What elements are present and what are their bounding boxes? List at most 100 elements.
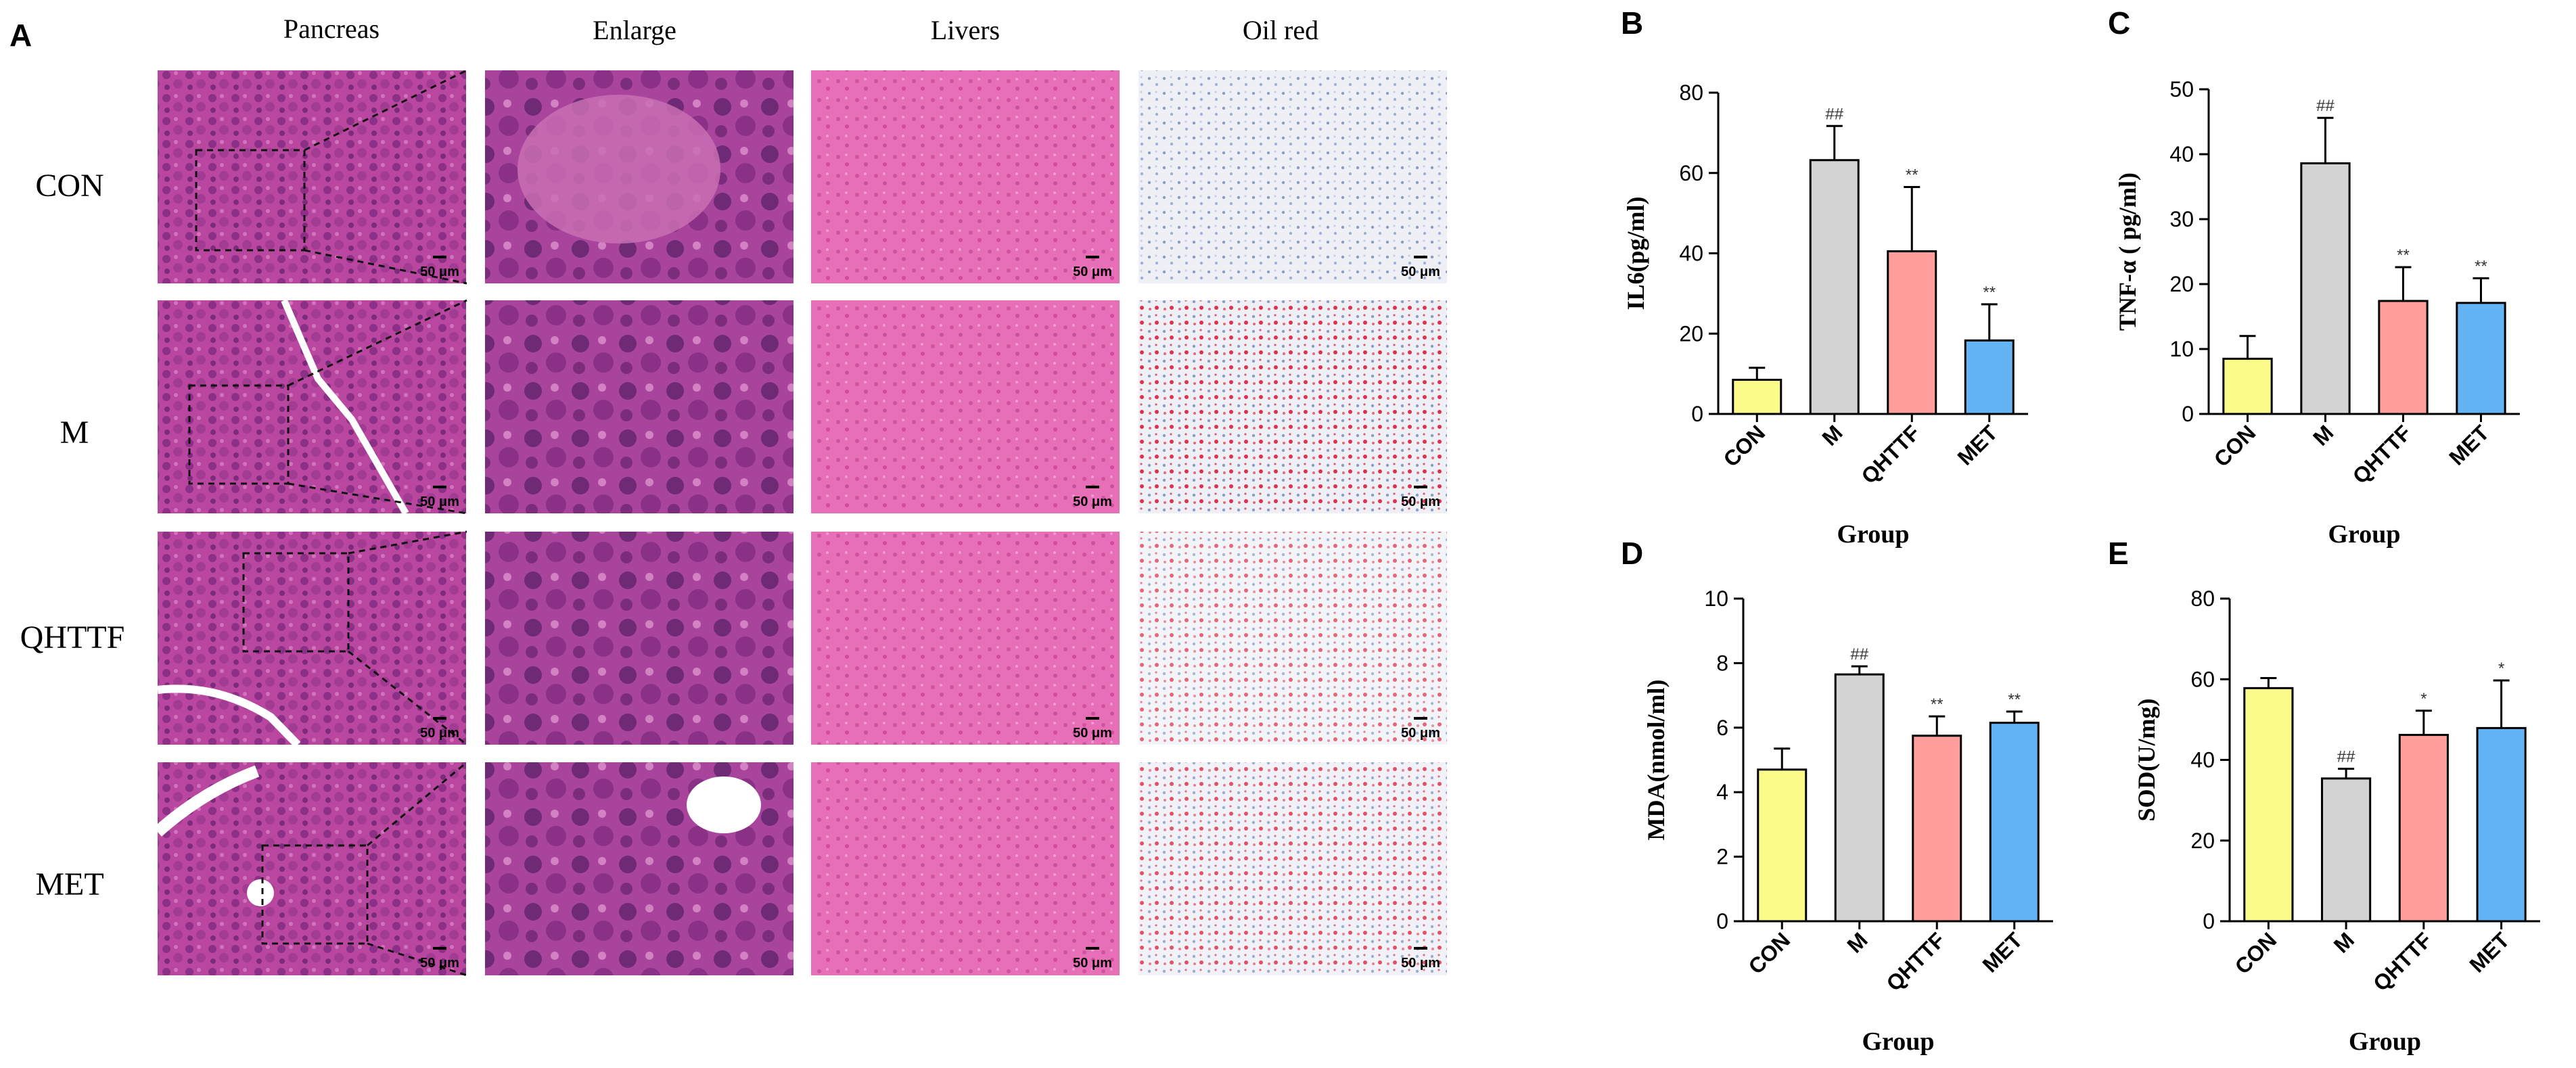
- significance-marker: **: [2008, 691, 2021, 709]
- bar-qhttf: [1912, 735, 1962, 923]
- scale-bar-mark: [1414, 256, 1427, 258]
- significance-marker: **: [1983, 283, 1996, 302]
- scale-bar-mark: [1414, 947, 1427, 950]
- x-tick-label: MET: [2444, 420, 2494, 470]
- micrograph-pancreas-qhttf: [158, 532, 466, 745]
- significance-marker: *: [2420, 690, 2426, 708]
- micrograph-enlarge-m: [485, 300, 794, 513]
- y-tick-label: 30: [2169, 207, 2194, 231]
- y-tick-label: 10: [1704, 586, 1728, 611]
- enlarge-line-met-bottom: [367, 942, 467, 977]
- y-tick-label: 40: [1679, 241, 1703, 266]
- x-tick-label: MET: [2464, 927, 2514, 977]
- x-tick-label: MET: [1952, 420, 2002, 470]
- bar-qhttf: [2378, 300, 2429, 415]
- y-axis-label: MDA(nmol/ml): [1642, 680, 1670, 841]
- micrograph-liver-con: [811, 70, 1120, 283]
- x-tick-label: MET: [1977, 927, 2027, 977]
- y-tick-label: 20: [2190, 829, 2215, 853]
- micrograph-oil-red-met: [1138, 762, 1447, 975]
- enlarge-box-met: [261, 844, 369, 945]
- y-tick-label: 40: [2169, 142, 2194, 166]
- bar-qhttf: [2398, 734, 2449, 923]
- x-axis-label: Group: [2328, 520, 2400, 549]
- x-tick-label: CON: [2209, 420, 2261, 471]
- x-tick-label: CON: [2230, 927, 2282, 979]
- micrograph-pancreas-con: [158, 70, 466, 283]
- scale-bar-mark: [1086, 717, 1099, 720]
- scale-bar-mark: [433, 717, 446, 720]
- micrograph-oil-red-m: [1138, 300, 1447, 513]
- islet-region-con: [518, 95, 720, 243]
- micrograph-oil-red-con: [1138, 70, 1447, 283]
- panel-letter: D: [1621, 536, 1643, 571]
- vessel-met: [247, 879, 274, 906]
- scale-bar-mark: [1414, 486, 1427, 488]
- enlarge-line-qhttf-bottom: [348, 650, 467, 746]
- scale-bar-label: 50 μm: [420, 264, 459, 279]
- scale-bars: 50 μm 50 μm 50 μm 50 μm 50 μm 50 μm 50 μ…: [420, 256, 1440, 971]
- x-axis-label: Group: [1862, 1027, 1934, 1056]
- x-tick-label: M: [1817, 420, 1847, 450]
- row-label-con: CON: [35, 168, 104, 204]
- micrograph-liver-m: [811, 300, 1120, 513]
- scale-bar-label: 50 μm: [420, 494, 459, 509]
- y-tick-label: 4: [1716, 780, 1728, 804]
- x-tick-label: M: [2308, 420, 2338, 450]
- micrograph-pancreas-m: [158, 300, 466, 513]
- y-axis-label: SOD(U/mg): [2133, 699, 2160, 822]
- panel-letter: B: [1621, 5, 1643, 41]
- significance-marker: ##: [2337, 748, 2355, 766]
- enlarge-box-qhttf: [242, 552, 350, 653]
- scale-bar-mark: [1086, 256, 1099, 258]
- micrograph-row-met: [153, 761, 1447, 977]
- significance-marker: **: [1931, 695, 1944, 714]
- y-tick-label: 0: [2182, 402, 2194, 426]
- y-tick-label: 0: [1716, 909, 1728, 933]
- scale-bar-label: 50 μm: [1073, 264, 1112, 279]
- column-header-oil-red: Oil red: [1243, 15, 1318, 45]
- x-tick-label: QHTTF: [1881, 927, 1950, 996]
- bar-con: [2243, 687, 2294, 923]
- y-tick-label: 80: [2190, 586, 2215, 611]
- x-axis-label: Group: [2349, 1027, 2421, 1056]
- tissue-gap-qhttf: [157, 684, 301, 748]
- bar-met: [1989, 722, 2040, 923]
- y-tick-label: 2: [1716, 845, 1728, 869]
- column-header-livers: Livers: [931, 15, 1000, 45]
- chart-panel-b: B 0 20 40 60 80 CON ## M ** QHTTF ** MET IL6(pg/ml) Gr…: [1621, 5, 2028, 549]
- y-tick-label: 8: [1716, 651, 1728, 675]
- scale-bar-mark: [1086, 947, 1099, 950]
- x-tick-label: CON: [1743, 927, 1795, 979]
- y-tick-label: 10: [2169, 337, 2194, 361]
- row-label-met: MET: [35, 866, 104, 902]
- column-header-enlarge: Enlarge: [593, 15, 676, 45]
- tissue-gap-m: [281, 299, 409, 515]
- micrograph-row-m: [158, 299, 1447, 515]
- x-tick-label: QHTTF: [2348, 420, 2416, 488]
- enlarge-line-m-bottom: [288, 482, 467, 515]
- row-label-m: M: [60, 415, 89, 450]
- significance-marker: ##: [1850, 645, 1868, 664]
- x-axis-label: Group: [1837, 520, 1909, 549]
- row-label-qhttf: QHTTF: [20, 620, 125, 655]
- micrograph-row-con: [158, 69, 1447, 285]
- scale-bar-label: 50 μm: [1073, 956, 1112, 971]
- bar-met: [2476, 726, 2527, 923]
- x-tick-label: M: [1842, 927, 1872, 957]
- significance-marker: *: [2498, 659, 2504, 678]
- column-header-pancreas: Pancreas: [283, 14, 380, 44]
- scale-bar-mark: [433, 947, 446, 950]
- enlarge-line-qhttf-top: [348, 530, 467, 555]
- panel-letter: C: [2108, 5, 2130, 41]
- micrograph-enlarge-qhttf: [485, 532, 794, 745]
- scale-bar-mark: [1086, 486, 1099, 488]
- scale-bar-mark: [433, 486, 446, 488]
- micrograph-row-qhttf: [157, 530, 1447, 748]
- scale-bar-label: 50 μm: [420, 726, 459, 741]
- significance-marker: **: [2475, 257, 2487, 275]
- y-axis-label: TNF-α ( pg/ml): [2114, 172, 2141, 331]
- scale-bar-label: 50 μm: [1401, 494, 1440, 509]
- panel-a-letter: A: [9, 18, 32, 53]
